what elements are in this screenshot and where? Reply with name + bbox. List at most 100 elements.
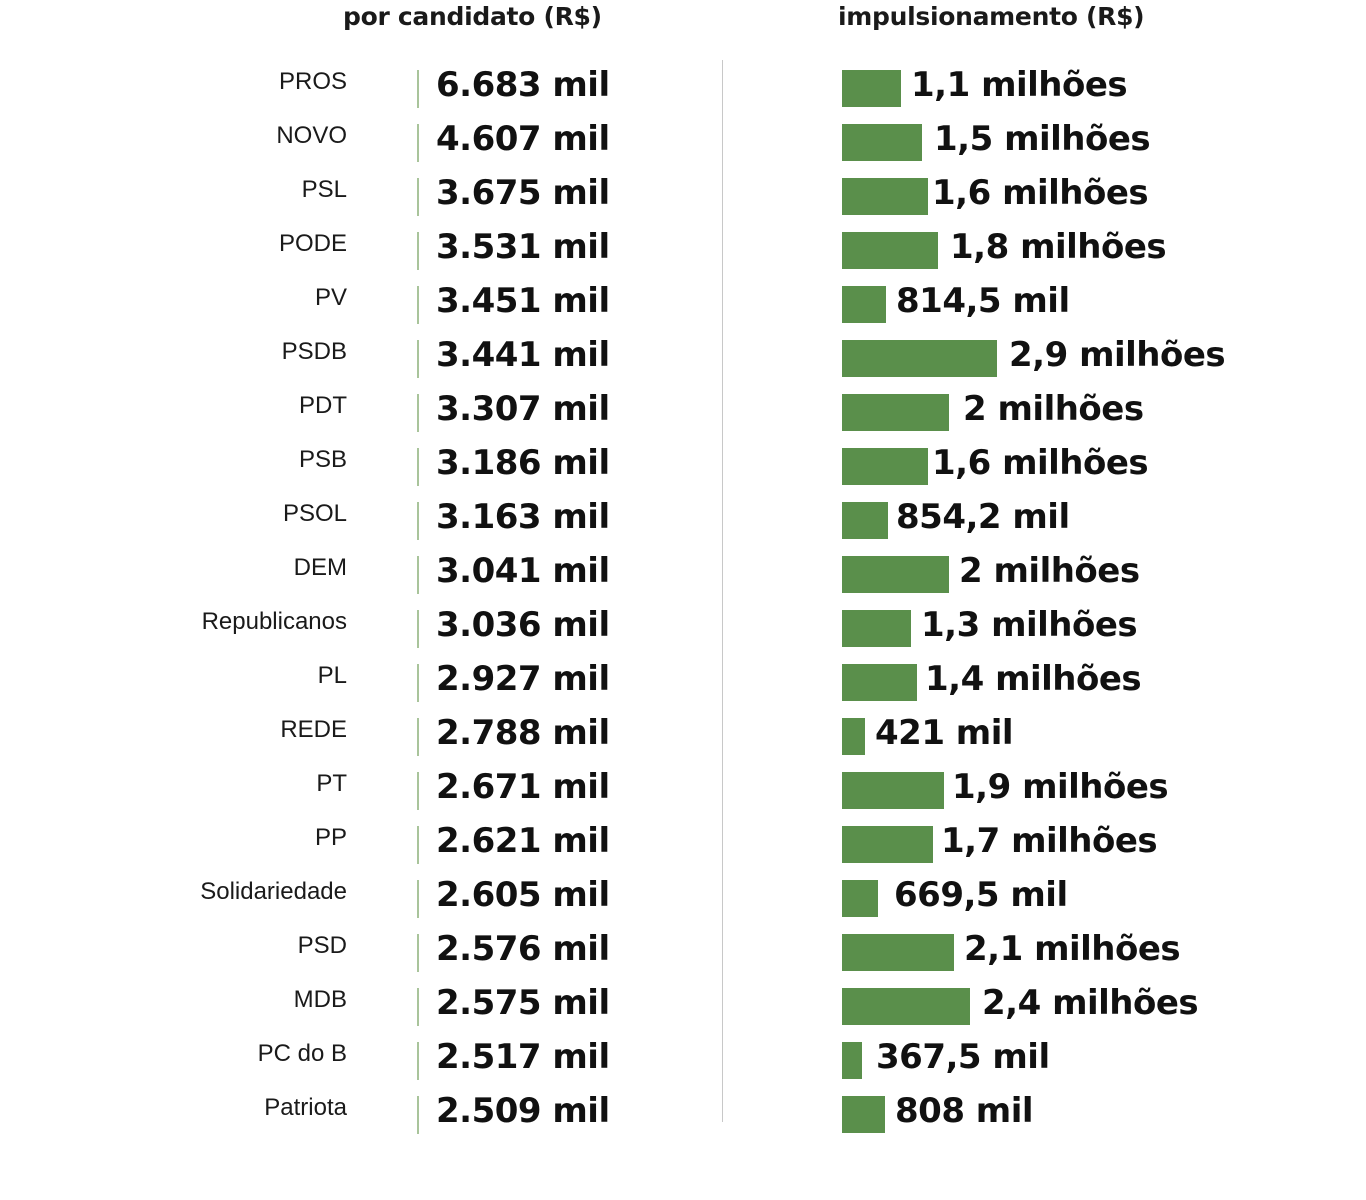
boost-bar — [842, 178, 928, 215]
boost-bar — [842, 232, 938, 269]
per-candidate-value: 3.036 mil — [436, 605, 610, 645]
boost-value-label: 1,1 milhões — [911, 65, 1128, 105]
party-label: PODE — [278, 230, 347, 257]
boost-bar — [842, 772, 944, 809]
table-row: PSL 3.675 mil 1,6 milhões — [0, 168, 1366, 222]
per-candidate-value: 3.675 mil — [436, 173, 610, 213]
boost-value-label: 1,7 milhões — [941, 821, 1158, 861]
row-tick — [417, 718, 419, 756]
party-label: PSB — [298, 446, 347, 473]
column-separator — [722, 60, 723, 1122]
table-row: PP 2.621 mil 1,7 milhões — [0, 816, 1366, 870]
per-candidate-value: 2.576 mil — [436, 929, 610, 969]
boost-value-label: 2,4 milhões — [982, 983, 1199, 1023]
table-row: NOVO 4.607 mil 1,5 milhões — [0, 114, 1366, 168]
party-label: PC do B — [257, 1040, 347, 1067]
row-tick — [417, 178, 419, 216]
party-label: PSDB — [281, 338, 347, 365]
party-label: PP — [314, 824, 347, 851]
boost-bar — [842, 448, 928, 485]
boost-value-label: 814,5 mil — [896, 281, 1070, 321]
row-tick — [417, 232, 419, 270]
party-label: PL — [317, 662, 347, 689]
boost-value-label: 2 milhões — [963, 389, 1144, 429]
row-tick — [417, 394, 419, 432]
table-row: MDB 2.575 mil 2,4 milhões — [0, 978, 1366, 1032]
row-tick — [417, 448, 419, 486]
per-candidate-value: 2.671 mil — [436, 767, 610, 807]
party-label: NOVO — [276, 122, 347, 149]
table-row: PL 2.927 mil 1,4 milhões — [0, 654, 1366, 708]
boost-value-label: 1,6 milhões — [932, 173, 1149, 213]
row-tick — [417, 286, 419, 324]
boost-value-label: 1,5 milhões — [934, 119, 1151, 159]
row-tick — [417, 70, 419, 108]
boost-bar — [842, 880, 878, 917]
table-row: Republicanos 3.036 mil 1,3 milhões — [0, 600, 1366, 654]
per-candidate-value: 3.307 mil — [436, 389, 610, 429]
party-label: PSOL — [282, 500, 347, 527]
per-candidate-value: 2.517 mil — [436, 1037, 610, 1077]
table-row: PSD 2.576 mil 2,1 milhões — [0, 924, 1366, 978]
party-label: DEM — [293, 554, 347, 581]
boost-bar — [842, 340, 997, 377]
per-candidate-value: 3.041 mil — [436, 551, 610, 591]
row-tick — [417, 502, 419, 540]
table-row: DEM 3.041 mil 2 milhões — [0, 546, 1366, 600]
boost-value-label: 808 mil — [895, 1091, 1034, 1131]
boost-value-label: 2,9 milhões — [1009, 335, 1226, 375]
per-candidate-value: 2.605 mil — [436, 875, 610, 915]
table-row: PC do B 2.517 mil 367,5 mil — [0, 1032, 1366, 1086]
party-label: PDT — [299, 392, 347, 419]
table-row: PSDB 3.441 mil 2,9 milhões — [0, 330, 1366, 384]
boost-bar — [842, 556, 949, 593]
per-candidate-value: 3.163 mil — [436, 497, 610, 537]
party-label: PV — [314, 284, 347, 311]
table-row: PV 3.451 mil 814,5 mil — [0, 276, 1366, 330]
row-tick — [417, 610, 419, 648]
boost-value-label: 1,4 milhões — [925, 659, 1142, 699]
per-candidate-value: 2.509 mil — [436, 1091, 610, 1131]
boost-bar — [842, 502, 888, 539]
row-tick — [417, 880, 419, 918]
per-candidate-value: 6.683 mil — [436, 65, 610, 105]
boost-value-label: 421 mil — [875, 713, 1014, 753]
party-label: PT — [316, 770, 347, 797]
boost-bar — [842, 988, 970, 1025]
table-row: Solidariedade 2.605 mil 669,5 mil — [0, 870, 1366, 924]
per-candidate-value: 3.441 mil — [436, 335, 610, 375]
party-label: Patriota — [264, 1094, 347, 1121]
boost-bar — [842, 664, 917, 701]
boost-value-label: 1,8 milhões — [950, 227, 1167, 267]
row-tick — [417, 826, 419, 864]
boost-value-label: 854,2 mil — [896, 497, 1070, 537]
row-tick — [417, 1096, 419, 1134]
per-candidate-value: 2.788 mil — [436, 713, 610, 753]
row-tick — [417, 1042, 419, 1080]
per-candidate-value: 3.531 mil — [436, 227, 610, 267]
boost-value-label: 2,1 milhões — [964, 929, 1181, 969]
party-label: PSD — [297, 932, 347, 959]
table-row: PSOL 3.163 mil 854,2 mil — [0, 492, 1366, 546]
per-candidate-value: 4.607 mil — [436, 119, 610, 159]
table-row: PROS 6.683 mil 1,1 milhões — [0, 60, 1366, 114]
table-row: PT 2.671 mil 1,9 milhões — [0, 762, 1366, 816]
boost-bar — [842, 718, 865, 755]
boost-value-label: 1,3 milhões — [921, 605, 1138, 645]
party-label: REDE — [280, 716, 347, 743]
table-row: PODE 3.531 mil 1,8 milhões — [0, 222, 1366, 276]
boost-bar — [842, 286, 886, 323]
per-candidate-value: 2.621 mil — [436, 821, 610, 861]
boost-bar — [842, 1096, 885, 1133]
party-label: PROS — [278, 68, 347, 95]
party-label: Republicanos — [201, 608, 347, 635]
column-title-per-candidate: por candidato (R$) — [343, 2, 602, 31]
per-candidate-value: 3.186 mil — [436, 443, 610, 483]
party-label: Solidariedade — [200, 878, 347, 905]
row-tick — [417, 772, 419, 810]
boost-bar — [842, 1042, 862, 1079]
row-tick — [417, 934, 419, 972]
table-row: PSB 3.186 mil 1,6 milhões — [0, 438, 1366, 492]
boost-bar — [842, 610, 911, 647]
row-tick — [417, 340, 419, 378]
